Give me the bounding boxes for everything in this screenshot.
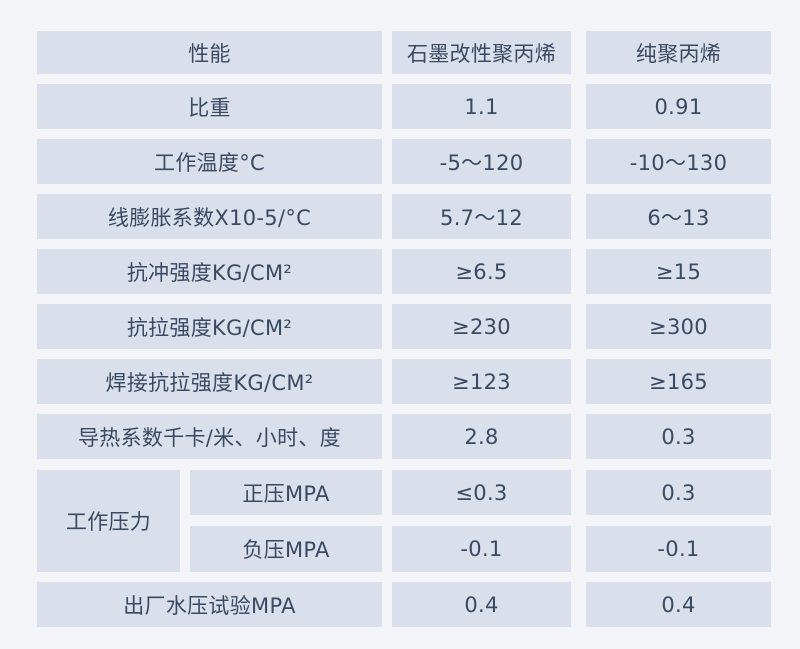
working-pressure-label: 工作压力 [37, 470, 180, 572]
row-pure-value: -10～130 [586, 139, 771, 184]
header-property: 性能 [37, 31, 382, 74]
row-property: 抗拉强度KG/CM² [37, 304, 382, 349]
row-graphite-value: 1.1 [392, 84, 571, 129]
row-pure-value: ≥15 [586, 249, 771, 294]
row-pure-value: 6～13 [586, 194, 771, 239]
header-pure-pp: 纯聚丙烯 [586, 31, 771, 74]
negative-pressure-label: 负压MPA [190, 526, 382, 572]
row-property: 工作温度°C [37, 139, 382, 184]
positive-pressure-label: 正压MPA [190, 470, 382, 515]
negative-pressure-pure-value: -0.1 [586, 526, 771, 572]
row-property: 导热系数千卡/米、小时、度 [37, 414, 382, 459]
header-graphite-pp: 石墨改性聚丙烯 [392, 31, 571, 74]
hydro-test-pure-value: 0.4 [586, 582, 771, 627]
row-pure-value: ≥300 [586, 304, 771, 349]
row-pure-value: ≥165 [586, 359, 771, 404]
row-graphite-value: 2.8 [392, 414, 571, 459]
negative-pressure-graphite-value: -0.1 [392, 526, 571, 572]
hydro-test-property: 出厂水压试验MPA [37, 582, 382, 627]
row-property: 线膨胀系数X10-5/°C [37, 194, 382, 239]
row-graphite-value: ≥230 [392, 304, 571, 349]
row-property: 比重 [37, 84, 382, 129]
row-property: 焊接抗拉强度KG/CM² [37, 359, 382, 404]
row-graphite-value: 5.7～12 [392, 194, 571, 239]
row-graphite-value: -5～120 [392, 139, 571, 184]
row-graphite-value: ≥6.5 [392, 249, 571, 294]
row-pure-value: 0.91 [586, 84, 771, 129]
row-pure-value: 0.3 [586, 414, 771, 459]
hydro-test-graphite-value: 0.4 [392, 582, 571, 627]
row-graphite-value: ≥123 [392, 359, 571, 404]
row-property: 抗冲强度KG/CM² [37, 249, 382, 294]
positive-pressure-pure-value: 0.3 [586, 470, 771, 515]
positive-pressure-graphite-value: ≤0.3 [392, 470, 571, 515]
